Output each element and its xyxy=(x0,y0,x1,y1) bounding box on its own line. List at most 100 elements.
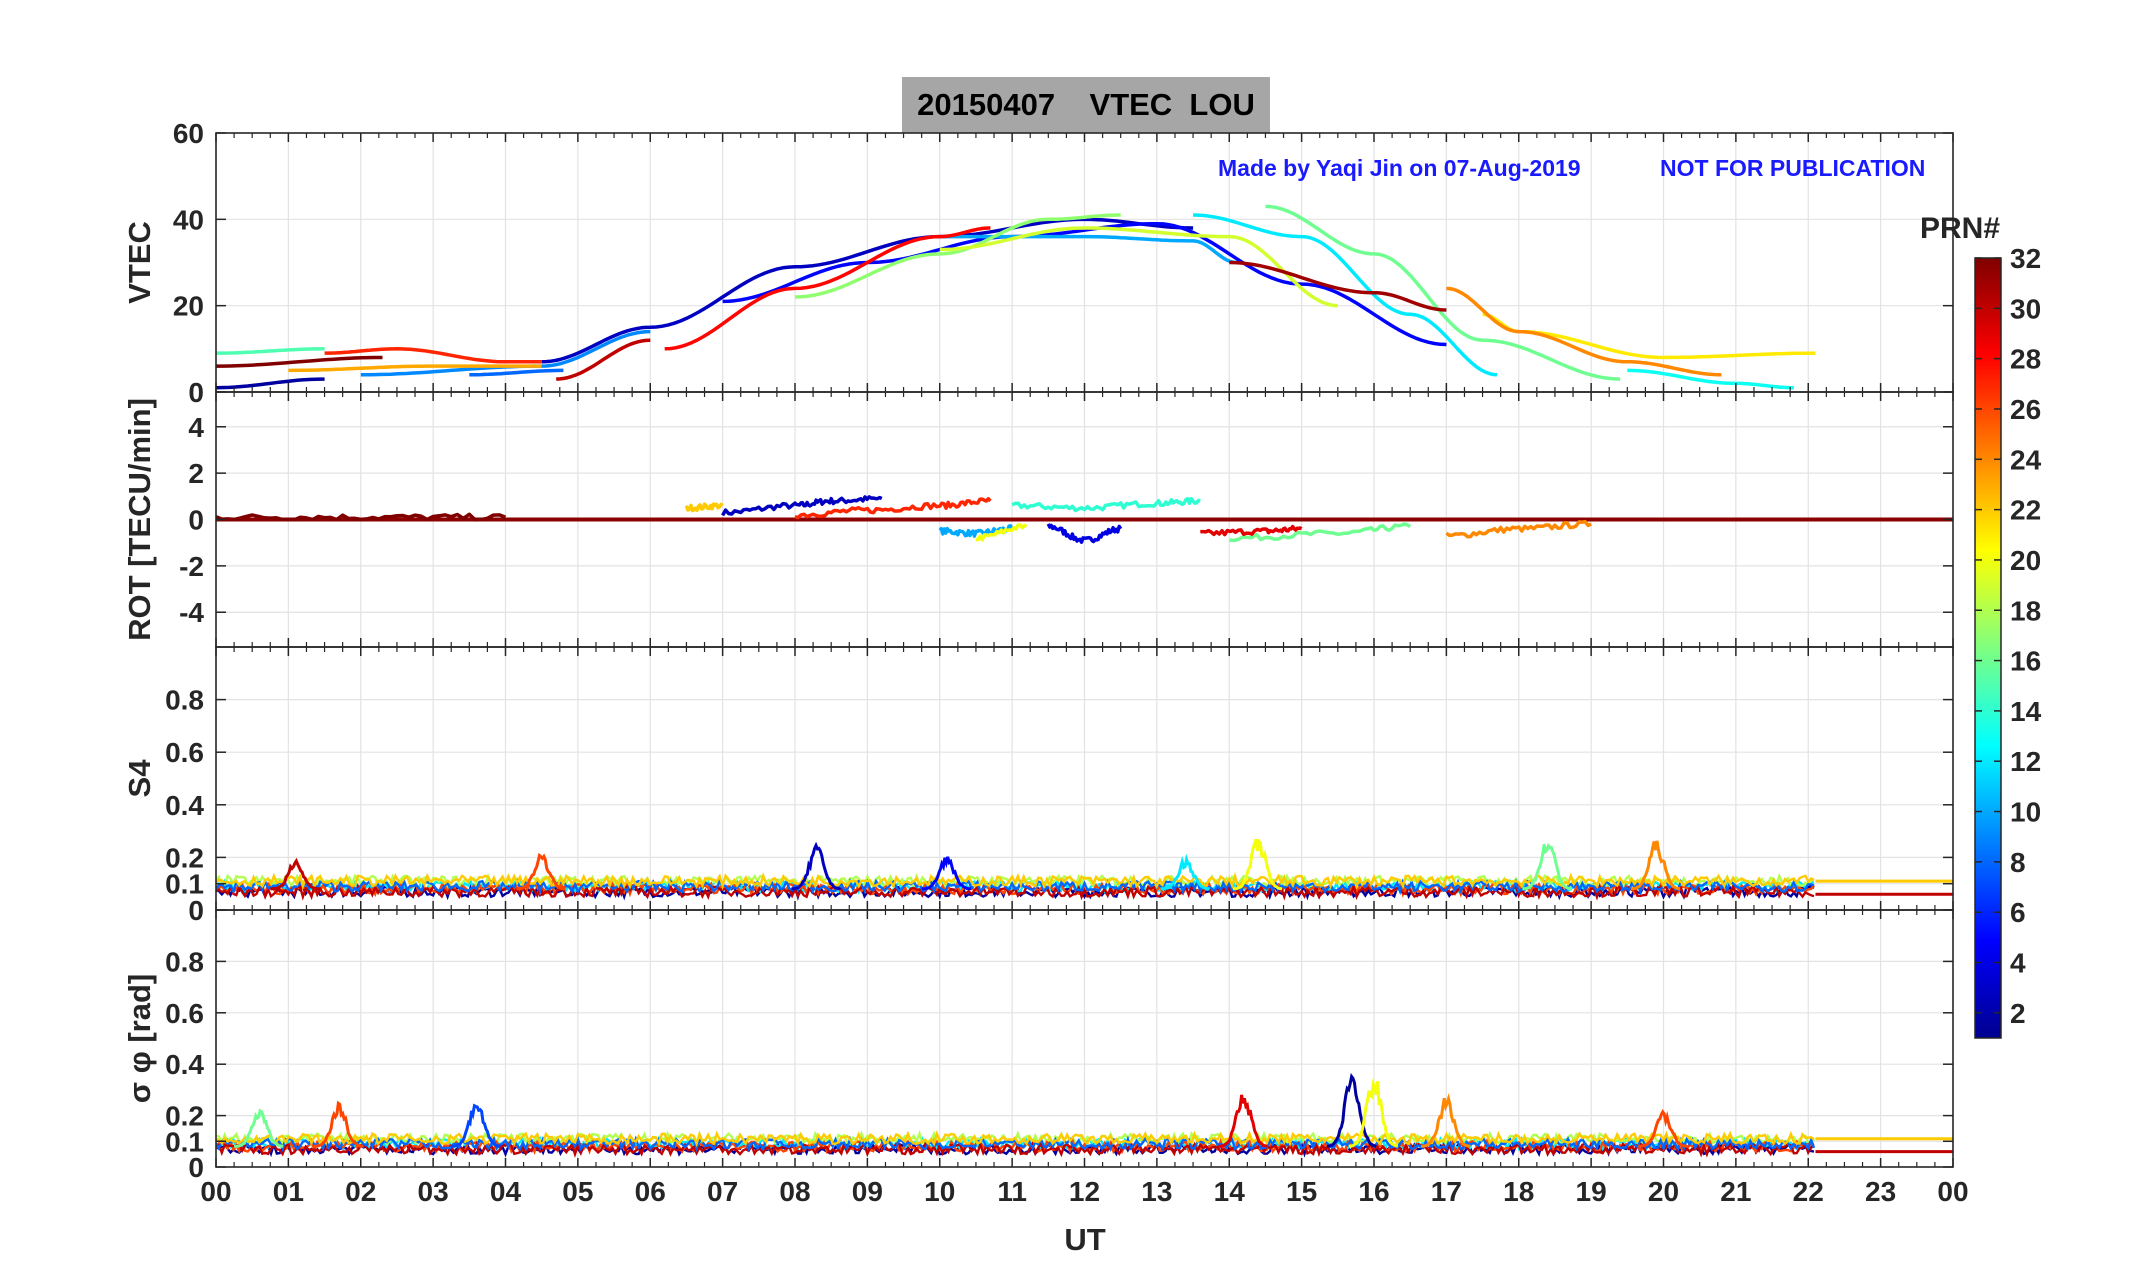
series-prn-4 xyxy=(1046,523,1123,544)
series-group xyxy=(216,495,1953,544)
x-tick-label: 16 xyxy=(1358,1176,1389,1207)
series-prn-2 xyxy=(216,377,325,390)
y-tick-label: 0.4 xyxy=(165,790,204,821)
y-axis-label: VTEC xyxy=(122,221,157,304)
x-tick-label: 15 xyxy=(1286,1176,1317,1207)
y-tick-label: 0.1 xyxy=(165,1126,204,1157)
series-prn-32 xyxy=(216,355,383,368)
peak-prn-20 xyxy=(1348,1078,1399,1148)
chart-title: 20150407 VTEC LOU xyxy=(902,77,1270,133)
y-tick-label: 0.2 xyxy=(165,842,204,873)
peak-prn-24 xyxy=(1421,1093,1471,1148)
peak-prn-16 xyxy=(233,1108,284,1148)
series-prn-12 xyxy=(1193,213,1498,377)
series-prn-16 xyxy=(1265,204,1621,381)
series-prn-27 xyxy=(324,347,542,364)
peak-prn-24 xyxy=(1630,840,1681,891)
y-tick-label: 0.4 xyxy=(165,1049,204,1080)
y-tick-label: 0 xyxy=(188,1152,204,1183)
series-prn-16 xyxy=(1229,522,1412,543)
colorbar-tick-label: 10 xyxy=(2010,797,2041,828)
series-prn-17 xyxy=(794,213,1121,299)
x-tick-label: 01 xyxy=(273,1176,304,1207)
x-tick-label: 05 xyxy=(562,1176,593,1207)
y-tick-label: 4 xyxy=(188,412,204,443)
y-tick-label: 2 xyxy=(188,458,204,489)
colorbar xyxy=(1974,257,2002,1039)
peak-prn-20 xyxy=(1232,838,1283,891)
colorbar-tick-label: 14 xyxy=(2010,696,2042,727)
series-prn-5 xyxy=(722,221,1447,347)
peak-prn-16 xyxy=(1522,842,1572,891)
panel-2: -4 -2 0 2 4 ROT [TECU/min] xyxy=(122,391,1954,648)
colorbar-tick-label: 2 xyxy=(2010,998,2026,1029)
series-prn-24 xyxy=(1446,286,1722,377)
x-tick-label: 08 xyxy=(779,1176,810,1207)
x-tick-label: 03 xyxy=(418,1176,449,1207)
series-prn-10 xyxy=(938,524,1014,538)
series-prn-32 xyxy=(216,512,507,522)
colorbar-tick-label: 30 xyxy=(2010,293,2041,324)
x-tick-label: 19 xyxy=(1576,1176,1607,1207)
x-tick-label: 07 xyxy=(707,1176,738,1207)
y-tick-label: 0.8 xyxy=(165,685,204,716)
y-tick-label: -2 xyxy=(179,551,204,582)
trace-prn-22 xyxy=(216,871,1815,891)
series-prn-21 xyxy=(1482,312,1816,360)
x-tick-label: 23 xyxy=(1865,1176,1896,1207)
x-tick-label: 14 xyxy=(1214,1176,1246,1207)
panel-3: 00.10.2 0.4 0.6 0.8 S4 xyxy=(122,646,1954,926)
series-prn-27 xyxy=(794,497,992,520)
panel-4: 00.10.2 0.4 0.6 0.8 σ φ [rad] 00 01 02 03 04 05 06 0… xyxy=(122,909,1969,1207)
x-tick-label: 13 xyxy=(1141,1176,1172,1207)
y-tick-label: 20 xyxy=(173,291,204,322)
y-tick-label: 0 xyxy=(188,377,204,408)
x-tick-label: 04 xyxy=(490,1176,522,1207)
peak-prn-7 xyxy=(451,1103,501,1148)
series-group xyxy=(216,838,1953,901)
colorbar-title: PRN# xyxy=(1920,212,2000,245)
y-tick-label: -4 xyxy=(179,597,204,628)
y-axis-label: ROT [TECU/min] xyxy=(122,398,157,641)
colorbar-tick-label: 6 xyxy=(2010,897,2026,928)
peak-prn-29 xyxy=(1218,1094,1268,1148)
series-prn-3 xyxy=(541,217,1194,364)
peak-prn-30 xyxy=(270,857,320,891)
x-tick-label: 17 xyxy=(1431,1176,1462,1207)
series-prn-22 xyxy=(684,502,724,513)
colorbar-tick-label: 26 xyxy=(2010,394,2041,425)
colorbar-tick-label: 4 xyxy=(2010,948,2026,979)
x-tick-label: 11 xyxy=(997,1176,1027,1207)
peak-prn-2 xyxy=(1326,1072,1377,1148)
series-prn-8 xyxy=(469,368,564,377)
peak-prn-3 xyxy=(791,841,841,891)
series-prn-24 xyxy=(1445,519,1592,539)
colorbar-tick-label: 32 xyxy=(2010,243,2041,274)
series-prn-23 xyxy=(288,364,542,373)
x-tick-label: 02 xyxy=(345,1176,376,1207)
trace-prn-22 xyxy=(216,1130,1815,1148)
x-tick-label: 00 xyxy=(1937,1176,1968,1207)
peak-prn-26 xyxy=(313,1100,364,1148)
x-axis-label: UT xyxy=(1064,1222,1105,1257)
colorbar-tick-label: 28 xyxy=(2010,344,2041,375)
y-tick-label: 0.8 xyxy=(165,946,204,977)
x-tick-label: 12 xyxy=(1069,1176,1100,1207)
x-tick-label: 06 xyxy=(635,1176,666,1207)
colorbar-tick-label: 16 xyxy=(2010,646,2041,677)
x-tick-label: 18 xyxy=(1503,1176,1534,1207)
colorbar-tick-label: 22 xyxy=(2010,495,2041,526)
trace-prn-8 xyxy=(216,877,1815,896)
series-prn-28 xyxy=(664,226,991,351)
x-tick-label: 21 xyxy=(1720,1176,1751,1207)
x-tick-label: 09 xyxy=(852,1176,883,1207)
x-tick-label: 00 xyxy=(200,1176,231,1207)
series-prn-29 xyxy=(1200,524,1303,537)
peak-prn-5 xyxy=(921,856,971,891)
x-tick-label: 20 xyxy=(1648,1176,1679,1207)
series-group xyxy=(216,1072,1953,1158)
series-prn-31 xyxy=(1229,260,1447,312)
y-tick-label: 0.1 xyxy=(165,869,204,900)
